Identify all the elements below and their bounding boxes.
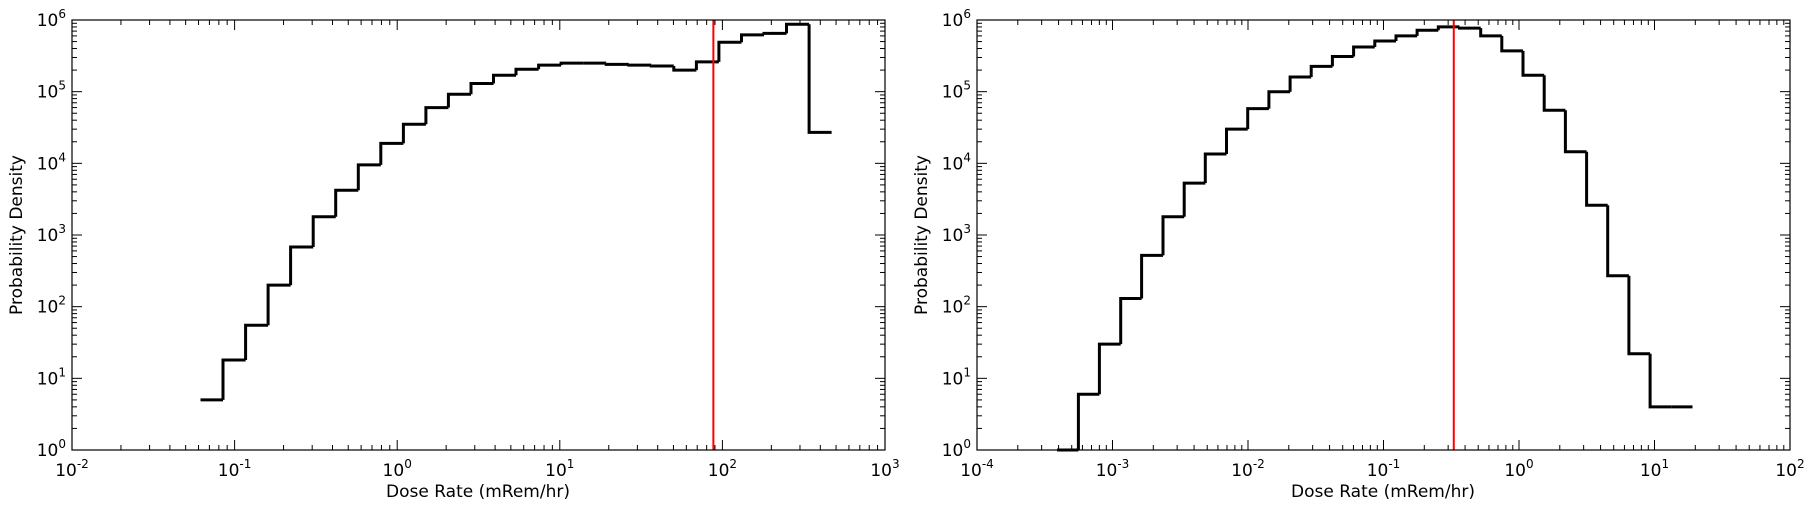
histogram-bin [807, 24, 832, 134]
y-tick-label: 105 [37, 79, 66, 103]
histogram-bin [244, 323, 269, 360]
histogram-bin [1352, 45, 1375, 57]
histogram-bin [1182, 181, 1206, 217]
histogram-bin [1648, 353, 1672, 409]
histogram-bin [1246, 107, 1269, 130]
histogram-bin [1309, 64, 1333, 77]
histogram-bin [221, 358, 246, 400]
histogram-bin [1542, 75, 1566, 112]
y-tick-label: 106 [37, 7, 66, 31]
histogram-bin [1161, 215, 1185, 256]
y-tick-label: 104 [37, 150, 66, 174]
histogram-bin [1330, 55, 1354, 67]
x-tick-label: 102 [1775, 457, 1804, 481]
y-axis-label: Probability Density [912, 155, 932, 315]
histogram-bin [1436, 25, 1460, 31]
histogram-bin [401, 122, 426, 144]
histogram-bin [762, 31, 787, 35]
x-tick-label: 10-1 [1367, 457, 1401, 481]
x-axis-label: Dose Rate (mRem/hr) [1291, 482, 1475, 502]
histogram-bin [672, 66, 697, 72]
histogram-bin [514, 67, 539, 76]
histogram-bin [694, 60, 719, 71]
histogram-bin [1627, 275, 1651, 356]
histogram-bin [356, 163, 381, 191]
histogram-bin [1458, 26, 1481, 30]
y-tick-label: 102 [37, 294, 66, 318]
x-tick-label: 10-2 [1231, 457, 1265, 481]
x-axis-label: Dose Rate (mRem/hr) [386, 482, 570, 502]
x-tick-label: 10-2 [55, 457, 89, 481]
x-tick-label: 10-3 [1096, 457, 1130, 481]
histogram-bin [1373, 39, 1396, 47]
y-tick-label: 102 [942, 294, 971, 318]
histogram-bin [1203, 152, 1227, 184]
histogram-bin [559, 61, 584, 66]
histogram-bin [1415, 28, 1439, 36]
x-tick-label: 10-4 [960, 457, 994, 481]
histogram-bin [469, 82, 494, 95]
histogram-bin [424, 106, 449, 125]
x-tick-label: 100 [383, 457, 412, 481]
histogram-bin [379, 141, 404, 165]
histogram-bin [1521, 50, 1545, 77]
histogram-bin [334, 188, 359, 217]
histogram-bin [1585, 151, 1608, 207]
histogram-bin [1119, 297, 1142, 345]
histogram-bin [266, 283, 291, 326]
histogram-bin [1606, 205, 1629, 278]
histogram-bin [1225, 127, 1248, 154]
histogram-bin [446, 92, 471, 108]
left-histogram-panel: 10-2 10-1 100 101 102 103 100 101 102 103 104 105 10… [7, 7, 900, 502]
y-tick-label: 104 [942, 150, 971, 174]
histogram-bin [1097, 342, 1121, 395]
histogram-bin [289, 245, 314, 286]
y-tick-label: 100 [37, 437, 66, 461]
histogram-bin [1500, 35, 1523, 53]
x-tick-label: 102 [708, 457, 737, 481]
plot-frame [976, 19, 1791, 451]
histogram-bin [1140, 253, 1163, 299]
x-tick-label: 103 [870, 457, 899, 481]
x-tick-label: 100 [1504, 457, 1533, 481]
y-tick-label: 103 [942, 222, 971, 246]
histogram-bin [740, 33, 764, 43]
histogram-bin [785, 22, 810, 34]
histogram-bin [492, 73, 516, 84]
histogram-bin [1076, 392, 1100, 450]
x-tick-label: 101 [1640, 457, 1669, 481]
y-tick-label: 100 [942, 437, 971, 461]
histogram-bin [1563, 110, 1587, 154]
y-tick-label: 101 [942, 365, 971, 389]
histogram-bin [1394, 34, 1418, 41]
histogram-bin [1479, 28, 1502, 38]
x-tick-label: 10-1 [218, 457, 252, 481]
histogram-bin [1267, 90, 1291, 109]
right-histogram-panel: 10-4 10-3 10-2 10-1 100 101 102 100 101 102 103 104… [912, 7, 1805, 502]
y-tick-label: 103 [37, 222, 66, 246]
histogram-bin [717, 40, 742, 62]
y-axis-label: Probability Density [7, 155, 27, 315]
histogram-bin [627, 63, 652, 67]
plot-frame [71, 19, 886, 451]
x-tick-label: 101 [545, 457, 574, 481]
y-tick-label: 101 [37, 365, 66, 389]
histogram-bin [537, 63, 562, 70]
histogram-bin [649, 64, 674, 68]
histogram-bin [1288, 75, 1312, 92]
y-tick-label: 105 [942, 79, 971, 103]
y-tick-label: 106 [942, 7, 971, 31]
histogram-bin [311, 215, 336, 247]
histogram-bin [604, 62, 629, 66]
